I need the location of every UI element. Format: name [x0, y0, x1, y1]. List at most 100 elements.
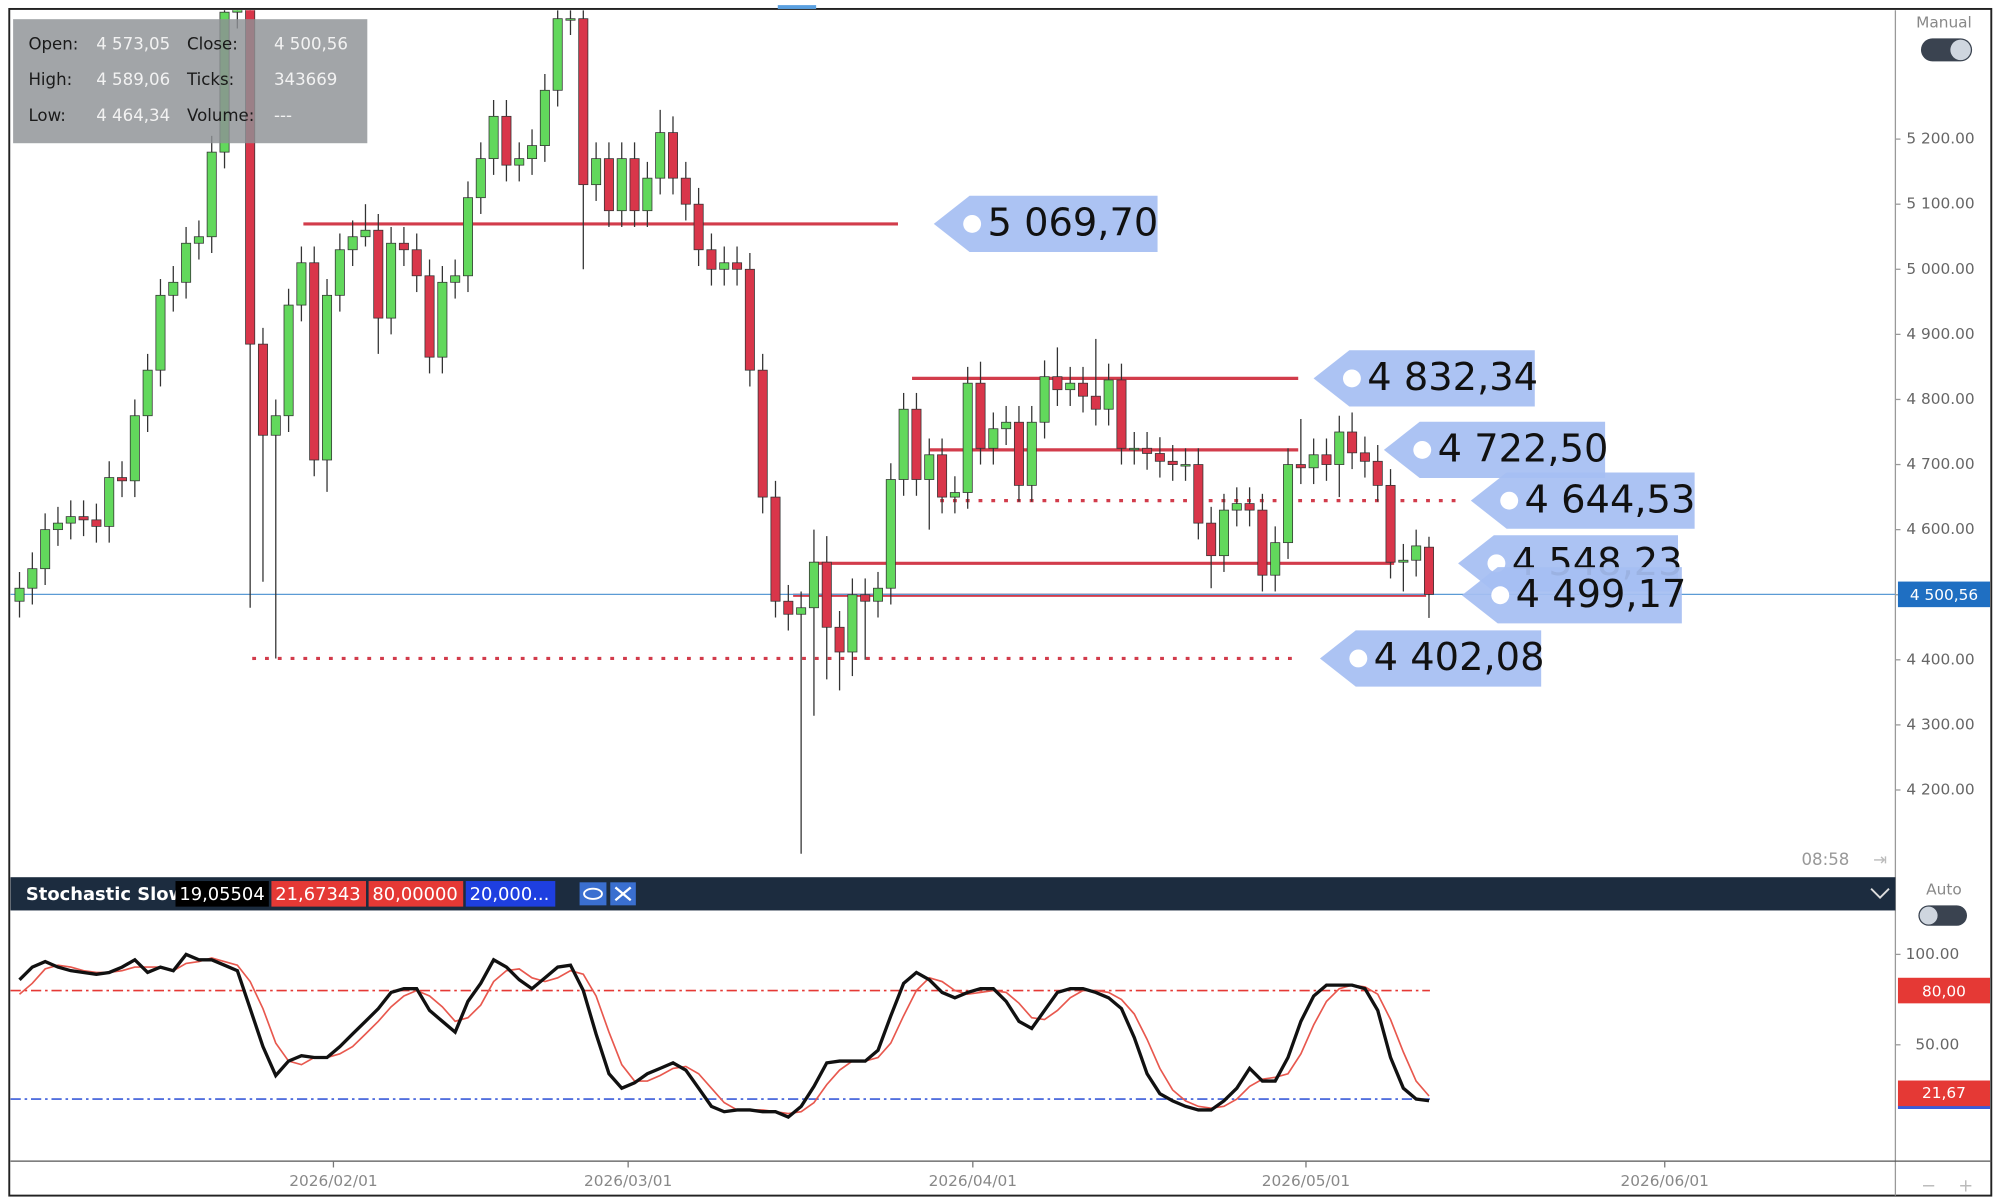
candle-body — [1090, 395, 1101, 410]
candle-body — [1103, 379, 1114, 410]
candle-body — [949, 492, 960, 498]
header-value-box — [465, 881, 556, 907]
candle-body — [539, 89, 550, 146]
y-tick-label: 4 300.00 — [1906, 715, 1974, 733]
candle-body — [1180, 464, 1191, 467]
candle-body — [1283, 464, 1294, 544]
candle-body — [911, 408, 922, 480]
candle-body — [1347, 431, 1358, 454]
level-label: 4 644,53 — [1525, 477, 1696, 522]
candle-body — [155, 294, 166, 371]
zoom-out[interactable]: − — [1921, 1176, 1936, 1197]
candle-body — [65, 516, 76, 524]
level-label: 4 722,50 — [1438, 427, 1609, 472]
candle-body — [1385, 484, 1396, 563]
candle-body — [142, 369, 153, 417]
candle-body — [1295, 464, 1306, 469]
y-tick-label: 4 600.00 — [1906, 520, 1974, 538]
candle-body — [616, 158, 627, 212]
candle-body — [334, 249, 345, 296]
candle-body — [642, 177, 653, 212]
candle-body — [1142, 447, 1153, 454]
stochastic-pane — [10, 952, 1430, 1120]
level-tag-dot — [1500, 491, 1519, 510]
candle-body — [744, 268, 755, 371]
x-tick-label: 2026/05/01 — [1262, 1172, 1350, 1190]
candle-body — [270, 415, 281, 436]
info-value: 4 589,06 — [96, 70, 170, 89]
candle-body — [104, 477, 115, 527]
level-tag[interactable] — [1461, 567, 1682, 624]
last-price-box — [1897, 581, 1991, 608]
candle-body — [962, 382, 973, 493]
candle-body — [578, 18, 589, 186]
y-tick-label: 5 100.00 — [1906, 195, 1974, 213]
level-label: 5 069,70 — [987, 201, 1158, 246]
collapse-icon[interactable] — [1870, 888, 1890, 900]
overlay: Manual 08:58 ⇥ Stochastic Slow Auto − + … — [13, 14, 1991, 1197]
y-tick-label: 100.00 — [1906, 945, 1960, 963]
y-tick-label: 50.00 — [1915, 1035, 1959, 1053]
candle-body — [1026, 421, 1037, 486]
level-tag[interactable] — [1319, 630, 1542, 687]
candle-body — [181, 242, 192, 283]
drag-handle[interactable] — [777, 5, 817, 9]
candle-body — [1193, 464, 1204, 524]
candle-body — [245, 10, 256, 345]
level-axis-label: 80,00 — [1922, 982, 1966, 1000]
candle-body — [117, 477, 128, 482]
price-pane — [10, 10, 1896, 854]
candle-body — [1052, 376, 1063, 391]
candle-body — [232, 10, 243, 13]
level-tag-dot — [963, 214, 982, 233]
scroll-end[interactable]: ⇥ — [1873, 850, 1887, 869]
candle-body — [873, 587, 883, 602]
level-tag[interactable] — [933, 195, 1158, 253]
candle-body — [924, 454, 935, 480]
candle-body — [322, 294, 333, 461]
mode-label: Manual — [1916, 14, 1972, 32]
toggle-knob — [1950, 39, 1971, 61]
y-tick-label: 5 200.00 — [1906, 130, 1974, 148]
candle-body — [1308, 454, 1319, 469]
candle-body — [693, 203, 704, 251]
visibility-button[interactable] — [579, 882, 607, 906]
x-tick-label: 2026/03/01 — [584, 1172, 672, 1190]
level-label: 4 499,17 — [1516, 572, 1687, 617]
header-value: 20,000... — [470, 884, 550, 905]
info-value: --- — [274, 106, 292, 125]
candle-body — [283, 304, 294, 417]
y-tick-label: 4 200.00 — [1906, 780, 1974, 798]
level-tag[interactable] — [1383, 421, 1606, 479]
zoom-in[interactable]: + — [1958, 1176, 1973, 1197]
info-key: Ticks: — [186, 70, 234, 89]
header-value-box — [271, 881, 367, 907]
y-tick-label: 5 000.00 — [1906, 260, 1974, 278]
info-key: Close: — [187, 34, 238, 53]
candle-body — [1039, 376, 1050, 423]
candle-body — [860, 594, 871, 602]
candle-body — [40, 529, 51, 570]
info-value: 4 500,56 — [274, 34, 348, 53]
candle-body — [1231, 503, 1242, 511]
candle-body — [424, 275, 435, 358]
candle-body — [1372, 460, 1383, 486]
mode-label: Auto — [1926, 880, 1962, 898]
candle-body — [655, 132, 666, 179]
candle-body — [347, 236, 358, 251]
indicator-title: Stochastic Slow — [26, 884, 185, 905]
candle-body — [885, 479, 896, 589]
candle-body — [1257, 509, 1268, 576]
candle-body — [129, 415, 140, 482]
level-tag[interactable] — [1470, 472, 1695, 529]
candle-body — [309, 262, 320, 461]
candle-body — [411, 249, 422, 277]
candle-body — [1334, 431, 1345, 465]
x-tick-label: 2026/02/01 — [289, 1172, 377, 1190]
candle-body — [1013, 421, 1024, 486]
candle-body — [1154, 453, 1165, 462]
candle-body — [78, 516, 89, 521]
last-value-label: 21,67 — [1922, 1084, 1966, 1102]
level-tag[interactable] — [1313, 350, 1535, 407]
header-value: 19,05504 — [179, 884, 264, 905]
